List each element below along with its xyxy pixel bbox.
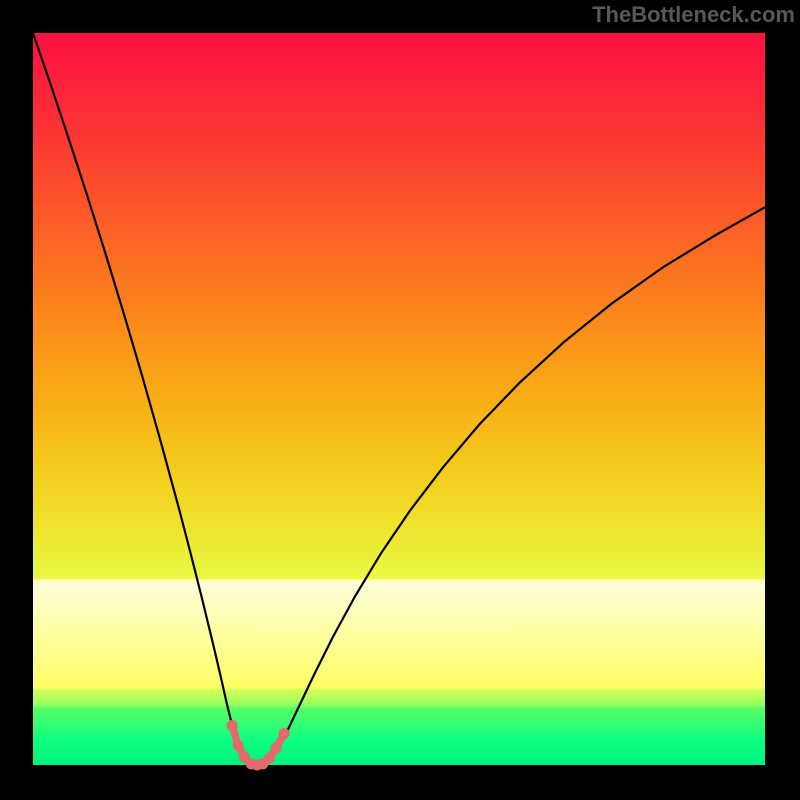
chart-container: TheBottleneck.com <box>0 0 800 800</box>
watermark-text: TheBottleneck.com <box>592 2 795 28</box>
plot-svg <box>0 0 800 800</box>
